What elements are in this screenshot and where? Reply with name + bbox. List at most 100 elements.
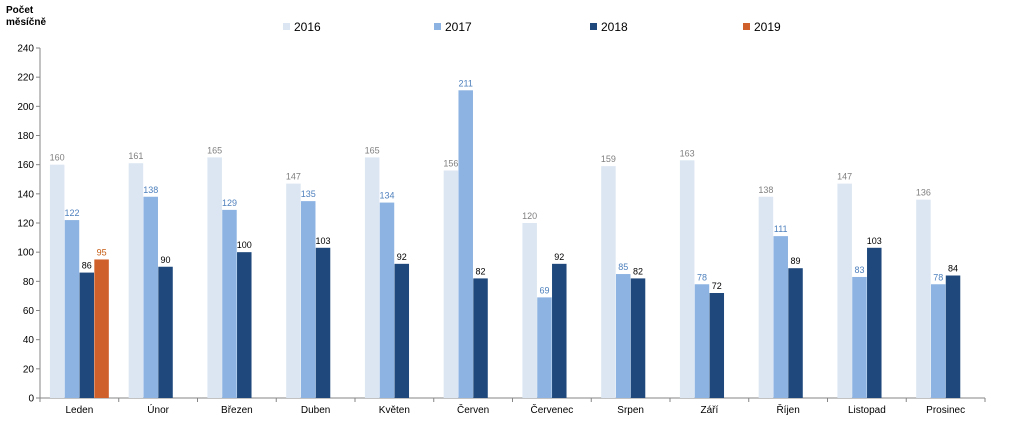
bar-2017 (143, 196, 158, 398)
y-axis-label-line1: Počet (6, 5, 34, 16)
bar-2016 (364, 157, 380, 398)
data-label-2016: 160 (50, 153, 65, 163)
bar-2017 (852, 276, 867, 398)
bar-2017 (930, 284, 946, 398)
bar-2016 (679, 160, 695, 398)
y-tick-label: 100 (17, 248, 34, 259)
data-label-2016: 147 (286, 172, 301, 182)
data-label-2016: 147 (837, 172, 852, 182)
data-label-2016: 136 (916, 188, 931, 198)
x-tick-label: Září (700, 405, 718, 416)
bar-2018 (394, 263, 410, 398)
data-label-2018: 103 (316, 236, 331, 246)
legend-swatch-2016 (283, 23, 290, 30)
bar-2018 (79, 272, 95, 398)
bar-2017 (379, 202, 395, 398)
bar-2018 (552, 263, 567, 398)
data-label-2018: 100 (237, 240, 252, 250)
data-label-2018: 92 (397, 252, 407, 262)
bar-2018 (158, 266, 173, 398)
data-label-2016: 138 (758, 185, 773, 195)
bar-2016 (601, 166, 616, 398)
data-label-2019: 95 (97, 247, 107, 257)
data-label-2017: 134 (379, 191, 394, 201)
data-label-2017: 135 (301, 189, 316, 199)
y-axis-label-line2: měsíčně (6, 17, 47, 28)
data-label-2016: 159 (601, 154, 616, 164)
bar-2017 (694, 284, 710, 398)
data-label-2016: 165 (365, 145, 380, 155)
bar-2018 (867, 247, 882, 398)
y-tick-label: 220 (17, 73, 34, 84)
bar-2016 (49, 164, 65, 398)
data-label-2018: 82 (633, 266, 643, 276)
data-label-2018: 89 (791, 256, 801, 266)
data-label-2016: 120 (522, 211, 537, 221)
bar-2016 (522, 223, 537, 398)
bar-2018 (473, 278, 488, 398)
bar-2018 (788, 268, 803, 398)
data-label-2017: 111 (774, 224, 788, 234)
bar-2017 (64, 220, 80, 398)
bar-2018 (709, 293, 725, 398)
bar-2016 (207, 157, 222, 398)
bar-2017 (537, 297, 552, 398)
x-tick-label: Srpen (617, 405, 644, 416)
legend-label-2019: 2019 (754, 20, 781, 34)
y-tick-label: 80 (23, 277, 35, 288)
bar-2018 (945, 275, 961, 398)
data-label-2018: 92 (554, 252, 564, 262)
data-label-2017: 78 (933, 272, 943, 282)
data-label-2018: 72 (712, 281, 722, 291)
data-label-2016: 165 (207, 145, 222, 155)
y-tick-label: 200 (17, 102, 34, 113)
y-axis-label: Počet měsíčně (6, 5, 46, 29)
legend-label-2017: 2017 (445, 20, 472, 34)
x-tick-label: Květen (379, 405, 410, 416)
y-tick-label: 40 (23, 335, 35, 346)
bar-2017 (615, 274, 631, 398)
data-label-2016: 156 (443, 159, 458, 169)
bar-2016 (286, 183, 301, 398)
bar-2017 (300, 201, 316, 398)
data-label-2017: 138 (143, 185, 158, 195)
bar-2017 (458, 90, 473, 399)
x-tick-label: Duben (301, 405, 330, 416)
y-tick-label: 180 (17, 131, 34, 142)
bar-2017 (773, 236, 788, 398)
data-label-2017: 85 (618, 262, 628, 272)
data-label-2018: 84 (948, 264, 958, 274)
data-label-2017: 122 (64, 208, 79, 218)
y-tick-label: 120 (17, 219, 34, 230)
bar-2016 (837, 183, 852, 398)
bar-2016 (916, 199, 931, 398)
bar-2016 (128, 163, 144, 398)
y-tick-label: 160 (17, 160, 34, 171)
x-tick-label: Březen (221, 405, 253, 416)
y-tick-label: 20 (23, 364, 35, 375)
x-tick-label: Únor (147, 403, 169, 416)
x-tick-label: Prosinec (926, 405, 965, 416)
x-tick-label: Leden (65, 405, 93, 416)
data-label-2016: 163 (680, 148, 695, 158)
x-tick-label: Červen (457, 403, 489, 416)
y-tick-label: 60 (23, 306, 35, 317)
legend-label-2016: 2016 (294, 20, 321, 34)
data-label-2017: 69 (539, 285, 549, 295)
x-tick-label: Červenec (530, 403, 573, 416)
data-label-2018: 86 (82, 261, 92, 271)
bar-2018 (315, 247, 331, 398)
data-label-2018: 82 (476, 266, 486, 276)
data-label-2017: 211 (459, 78, 473, 88)
legend-swatch-2018 (590, 23, 597, 30)
data-label-2018: 103 (867, 236, 882, 246)
y-tick-label: 140 (17, 189, 34, 200)
data-label-2017: 78 (697, 272, 707, 282)
x-tick-label: Listopad (848, 405, 886, 416)
data-label-2016: 161 (128, 151, 143, 161)
bar-2017 (222, 209, 237, 398)
data-label-2017: 129 (222, 198, 237, 208)
y-tick-label: 240 (17, 44, 34, 55)
